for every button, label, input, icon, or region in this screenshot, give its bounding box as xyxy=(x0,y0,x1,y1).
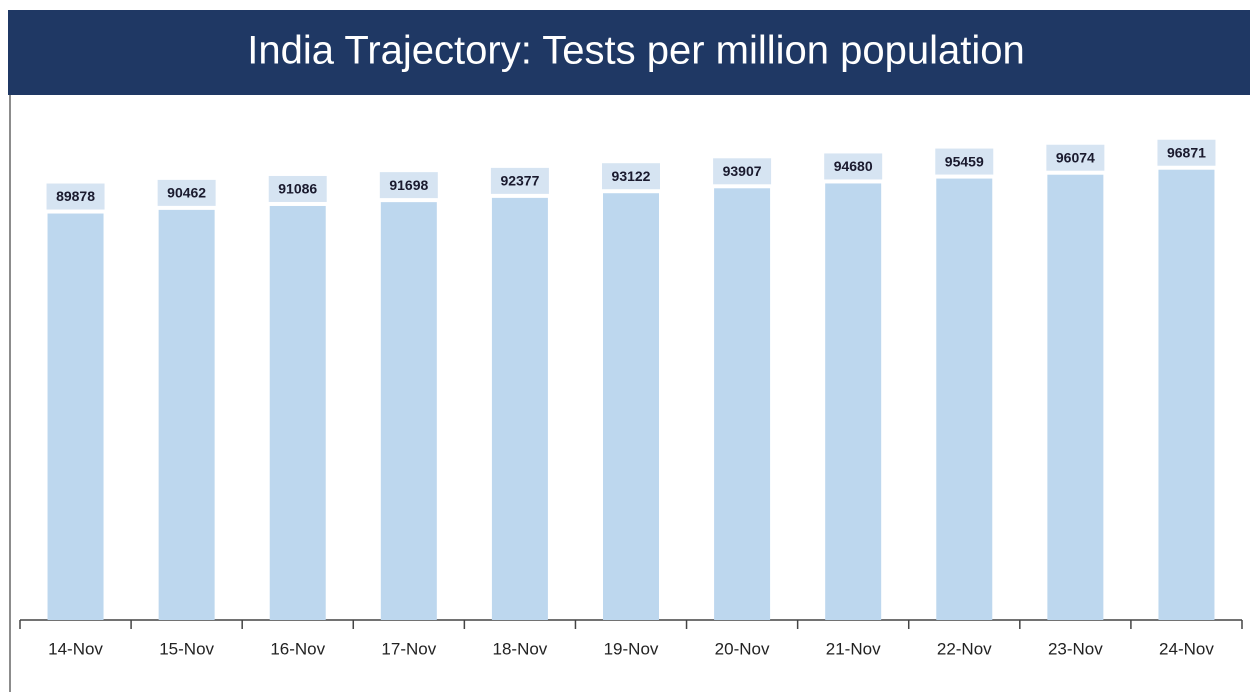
value-label: 96871 xyxy=(1167,144,1206,160)
x-tick-label: 16-Nov xyxy=(270,639,325,658)
value-label-box xyxy=(1046,144,1105,171)
value-label-box xyxy=(379,172,438,199)
bar xyxy=(1158,169,1215,620)
bar xyxy=(714,188,771,620)
value-label: 94680 xyxy=(834,158,873,174)
x-tick-label: 20-Nov xyxy=(715,639,770,658)
value-label: 96074 xyxy=(1056,149,1095,165)
value-label-box xyxy=(268,175,327,202)
value-label: 90462 xyxy=(167,185,206,201)
bar xyxy=(936,178,993,620)
bar xyxy=(491,197,548,621)
value-label-box xyxy=(713,158,772,185)
value-label: 91698 xyxy=(389,177,428,193)
x-tick-label: 22-Nov xyxy=(937,639,992,658)
value-label-box xyxy=(157,179,216,206)
value-label-box xyxy=(1157,139,1216,166)
bar xyxy=(269,205,326,620)
value-label: 93122 xyxy=(612,168,651,184)
bar xyxy=(825,183,882,620)
x-tick-label: 23-Nov xyxy=(1048,639,1103,658)
value-label-box xyxy=(490,167,549,194)
chart-title: India Trajectory: Tests per million popu… xyxy=(247,29,1024,73)
x-tick-label: 24-Nov xyxy=(1159,639,1214,658)
value-label: 95459 xyxy=(945,153,984,169)
x-tick-label: 15-Nov xyxy=(159,639,214,658)
value-label-box xyxy=(935,148,994,175)
x-tick-label: 19-Nov xyxy=(604,639,659,658)
bar xyxy=(158,209,215,620)
x-tick-label: 18-Nov xyxy=(493,639,548,658)
x-tick-label: 14-Nov xyxy=(48,639,103,658)
bar xyxy=(380,202,437,621)
bar xyxy=(47,213,104,621)
value-label: 89878 xyxy=(56,188,95,204)
value-label-box xyxy=(824,153,883,180)
value-label: 91086 xyxy=(278,181,317,197)
bar xyxy=(603,193,659,621)
title-banner xyxy=(8,10,1250,95)
value-label: 92377 xyxy=(500,173,539,189)
value-label: 93907 xyxy=(723,163,762,179)
bar xyxy=(1047,174,1104,620)
value-label-box xyxy=(46,183,105,210)
x-tick-label: 17-Nov xyxy=(381,639,436,658)
value-label-box xyxy=(602,163,660,190)
x-tick-label: 21-Nov xyxy=(826,639,881,658)
